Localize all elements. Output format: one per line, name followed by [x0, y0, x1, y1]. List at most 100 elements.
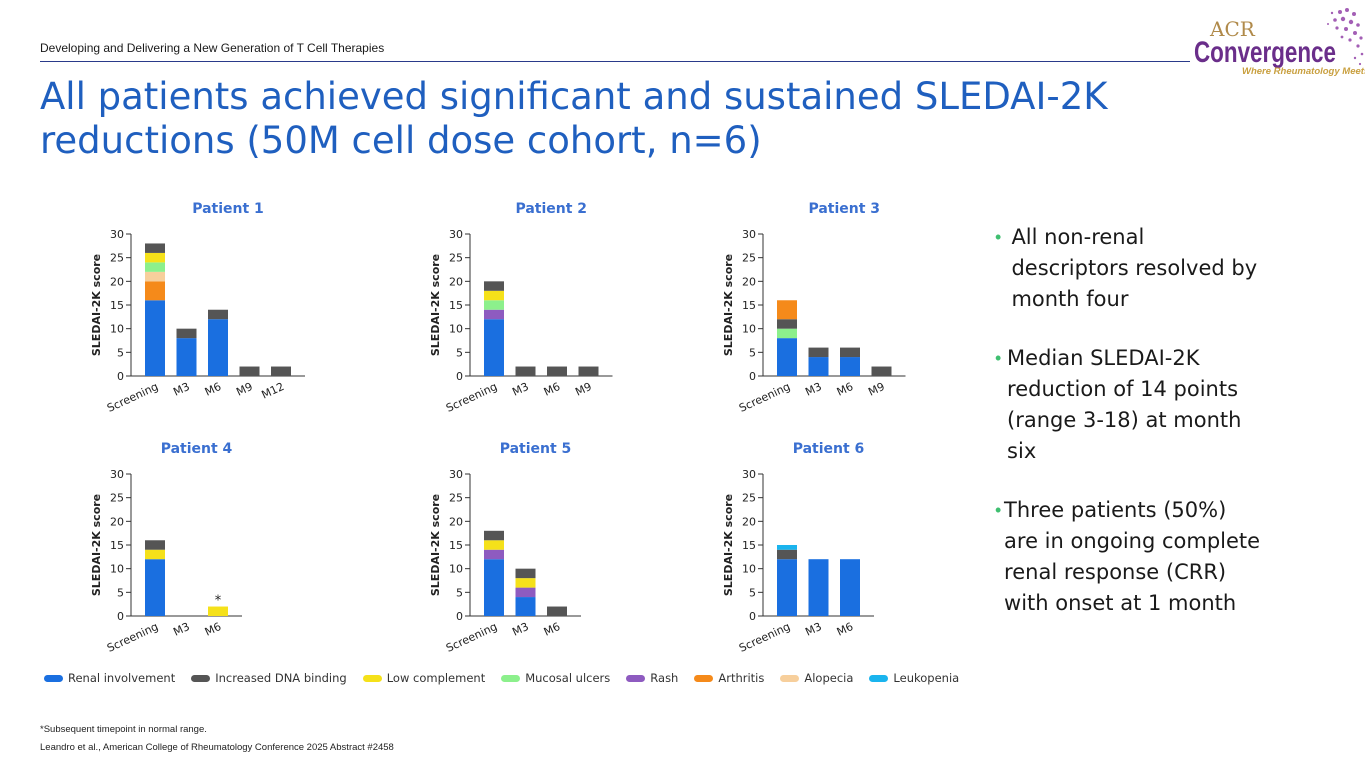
bar-segment: [484, 309, 504, 320]
legend-item: Mucosal ulcers: [501, 671, 610, 685]
x-tick-label: Screening: [444, 620, 499, 655]
bar-segment: [840, 357, 860, 376]
chart-title: Patient 6: [793, 441, 865, 457]
chart-title: Patient 5: [500, 441, 572, 457]
x-tick-label: Screening: [105, 620, 160, 655]
bar-segment: [515, 587, 536, 598]
logo-dot-pattern: [1327, 8, 1364, 66]
y-tick-label: 20: [110, 515, 124, 528]
slide-subtitle: Developing and Delivering a New Generati…: [40, 41, 385, 55]
legend-label: Mucosal ulcers: [525, 671, 611, 685]
bar-segment: [176, 328, 197, 339]
y-tick-label: 10: [110, 323, 124, 336]
legend-label: Alopecia: [804, 671, 854, 685]
bar-segment: [484, 530, 504, 541]
x-tick-label: M6: [203, 380, 223, 399]
legend-swatch: [191, 674, 211, 682]
x-tick-label: Screening: [444, 380, 499, 415]
patient-chart: Patient 2 SLEDAI-2K score 0 5 10 15 20 25 30 Scre…: [429, 201, 613, 415]
legend-item: Rash: [626, 671, 678, 685]
y-tick-label: 5: [749, 586, 756, 599]
bar-segment: [484, 559, 504, 616]
y-tick-label: 15: [110, 299, 124, 312]
bar-segment: [871, 366, 892, 376]
bar-segment: [484, 549, 504, 560]
bar-segment: [777, 319, 797, 329]
x-tick-label: Screening: [105, 380, 160, 415]
y-tick-label: 5: [456, 346, 463, 359]
bar-segment: [208, 319, 228, 376]
y-tick-label: 10: [110, 563, 124, 576]
x-tick-label: M6: [835, 380, 855, 399]
bar-segment: [145, 243, 165, 253]
bar-segment: [777, 338, 797, 376]
finding-item: • Three patients (50%) are in ongoing co…: [995, 495, 1265, 619]
y-tick-label: 20: [449, 275, 463, 288]
y-tick-label: 30: [110, 468, 124, 481]
x-tick-label: M12: [259, 380, 286, 402]
bar-segment: [145, 540, 165, 550]
y-tick-label: 10: [742, 323, 756, 336]
chart-legend: Renal involvement Increased DNA binding …: [44, 671, 975, 685]
legend-item: Low complement: [362, 671, 485, 685]
logo-tagline-text: Where Rheumatology Meets: [1242, 66, 1365, 77]
patient-chart: Patient 6 SLEDAI-2K score 0 5 10 15 20 25 30 Scre…: [722, 441, 874, 655]
patient-chart: Patient 3 SLEDAI-2K score 0 5 10 15 20 25 30 Scre…: [722, 201, 906, 415]
y-axis-label: SLEDAI-2K score: [90, 494, 103, 596]
chart-title: Patient 1: [192, 201, 264, 217]
x-tick-label: M3: [171, 380, 191, 399]
y-tick-label: 25: [449, 252, 463, 265]
bar-segment: [777, 549, 797, 560]
bar-segment: [145, 300, 165, 376]
bar-segment: [515, 568, 536, 579]
logo-acr-text: ACR: [1209, 17, 1256, 41]
x-tick-label: M3: [510, 620, 530, 639]
bar-segment: [484, 319, 504, 376]
key-findings-list: • All non-renal descriptors resolved by …: [995, 222, 1265, 647]
x-tick-label: M3: [803, 620, 823, 639]
y-axis-label: SLEDAI-2K score: [90, 254, 103, 356]
y-tick-label: 10: [449, 563, 463, 576]
legend-item: Leukopenia: [869, 671, 959, 685]
y-tick-label: 15: [449, 299, 463, 312]
x-tick-label: M9: [234, 380, 254, 399]
y-tick-label: 25: [449, 492, 463, 505]
legend-swatch: [626, 674, 646, 682]
finding-text: Three patients (50%) are in ongoing comp…: [1004, 498, 1261, 615]
legend-item: Arthritis: [694, 671, 764, 685]
footnote: *Subsequent timepoint in normal range.: [40, 724, 207, 735]
x-tick-label: Screening: [737, 620, 792, 655]
bar-segment: [145, 262, 165, 272]
bar-segment: [484, 281, 504, 291]
chart-title: Patient 4: [161, 441, 233, 457]
y-tick-label: 30: [742, 228, 756, 241]
bar-segment: [547, 366, 567, 376]
y-axis-label: SLEDAI-2K score: [429, 254, 442, 356]
y-tick-label: 5: [749, 346, 756, 359]
bar-segment: [176, 338, 197, 376]
bar-segment: [808, 559, 829, 616]
legend-label: Increased DNA binding: [215, 671, 347, 685]
x-tick-label: M6: [542, 620, 562, 639]
bar-segment: [484, 290, 504, 301]
y-tick-label: 15: [742, 539, 756, 552]
bar-segment: [808, 347, 829, 358]
x-tick-label: M3: [803, 380, 823, 399]
logo-convergence-text: Convergence: [1194, 36, 1336, 69]
bar-segment: [777, 300, 797, 320]
annotation-label: *: [215, 594, 222, 609]
x-tick-label: M3: [171, 620, 191, 639]
y-tick-label: 25: [110, 492, 124, 505]
legend-label: Leukopenia: [893, 671, 960, 685]
legend-swatch: [501, 674, 521, 682]
x-tick-label: Screening: [737, 380, 792, 415]
x-tick-label: M6: [835, 620, 855, 639]
bar-segment: [777, 545, 797, 550]
bar-segment: [145, 271, 165, 282]
legend-label: Rash: [650, 671, 679, 685]
bar-segment: [208, 309, 228, 320]
x-tick-label: M6: [542, 380, 562, 399]
chart-title: Patient 2: [515, 201, 587, 217]
bar-segment: [547, 606, 567, 616]
bullet-dot-icon: •: [995, 500, 1002, 520]
